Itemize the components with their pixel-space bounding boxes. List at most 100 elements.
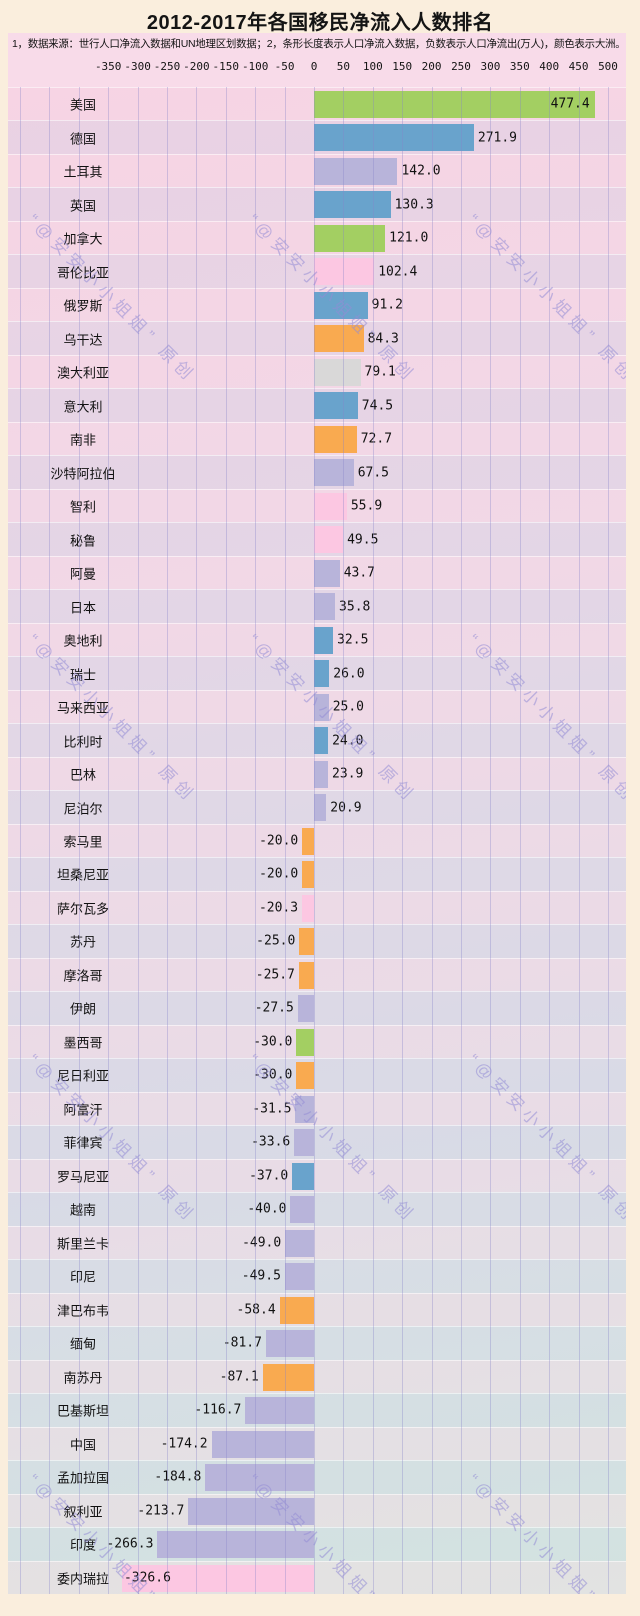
value-label: 20.9 [330,800,362,815]
value-label: -20.0 [259,833,299,849]
bar [314,526,344,554]
country-label: 智利 [69,499,96,515]
value-label: -58.4 [236,1302,276,1318]
x-axis-tick: 450 [568,60,589,73]
table-row: 萨尔瓦多 -20.3 [8,890,626,925]
value-label: -87.1 [219,1369,259,1385]
bar [314,660,330,688]
x-axis-tick: 100 [362,60,383,73]
value-label: -20.0 [259,866,299,882]
country-label: 斯里兰卡 [56,1236,109,1252]
value-label: -266.3 [106,1536,154,1552]
country-label: 菲律宾 [63,1135,103,1151]
country-label: 阿曼 [69,566,96,582]
table-row: 哥伦比亚 102.4 [8,254,626,288]
country-label: 秘鲁 [69,533,96,549]
value-label: 23.9 [332,766,364,782]
table-row: 比利时 24.0 [8,723,626,757]
country-label: 委内瑞拉 [56,1571,109,1587]
table-row: 阿曼 43.7 [8,555,626,590]
bar [314,191,391,219]
value-label: 84.3 [367,331,399,347]
bar [314,124,474,152]
country-label: 沙特阿拉伯 [50,466,116,482]
value-label: 55.9 [350,498,383,514]
bar [299,928,314,956]
table-row: 委内瑞拉 -326.6 [8,1560,626,1594]
x-axis-tick: 400 [539,60,560,73]
value-label: 102.4 [378,264,418,280]
bar [314,91,595,118]
x-axis-tick: -100 [241,60,269,73]
country-label: 奥地利 [63,633,103,649]
country-label: 土耳其 [63,164,103,180]
bar [296,1028,314,1056]
country-label: 南非 [69,432,96,448]
table-row: 叙利亚 -213.7 [8,1493,626,1528]
country-label: 尼泊尔 [63,801,103,816]
bar [302,861,314,889]
bar [295,1095,314,1123]
country-label: 索马里 [63,834,103,850]
table-row: 加拿大 121.0 [8,220,626,255]
bar [188,1497,314,1525]
country-label: 墨西哥 [63,1035,103,1051]
table-row: 意大利 74.5 [8,388,626,422]
country-label: 巴林 [69,767,96,783]
table-row: 日本 35.8 [8,589,626,623]
bar [297,995,314,1023]
chart-panel: 1，数据来源：世行人口净流入数据和UN地理区划数据；2，条形长度表示人口净流入数… [8,33,626,1594]
value-label: -25.7 [255,967,295,983]
value-label: -213.7 [137,1503,185,1519]
value-label: 26.0 [333,666,365,682]
country-label: 尼日利亚 [56,1068,109,1084]
table-row: 罗马尼亚 -37.0 [8,1158,626,1193]
value-label: -25.0 [256,933,296,949]
value-label: 72.7 [360,431,393,447]
country-label: 伊朗 [69,1001,96,1017]
value-label: -174.2 [160,1436,208,1452]
table-row: 尼日利亚 -30.0 [8,1058,626,1092]
bar [294,1129,314,1157]
table-row: 南非 72.7 [8,421,626,456]
table-row: 秘鲁 49.5 [8,522,626,556]
bar [314,392,358,420]
bar-rows-area: 美国 477.4 德国 271.9 土耳其 142.0 英国 130.3 加拿大 121.0 哥伦比… [8,87,626,1594]
country-label: 越南 [69,1202,96,1218]
bar [314,459,354,487]
table-row: 土耳其 142.0 [8,153,626,188]
bar [205,1464,314,1492]
bar [314,593,336,621]
table-row: 德国 271.9 [8,120,626,154]
page-title: 2012-2017年各国移民净流入人数排名 [146,12,494,34]
value-label: 477.4 [550,96,590,112]
value-label: 43.7 [343,565,375,581]
value-label: 32.5 [337,632,369,648]
bar [285,1229,314,1257]
table-row: 智利 55.9 [8,488,626,523]
country-label: 苏丹 [69,934,96,950]
bar [265,1330,314,1358]
value-label: 24.0 [332,733,364,749]
country-label: 缅甸 [69,1336,96,1352]
x-axis-tick: 50 [336,60,351,73]
country-label: 英国 [69,198,96,214]
country-label: 印度 [69,1537,96,1553]
country-label: 意大利 [63,399,103,415]
value-label: 121.0 [389,230,429,246]
value-label: -184.8 [154,1469,202,1485]
value-label: 142.0 [401,163,441,179]
bar [314,325,364,353]
table-row: 巴基斯坦 -116.7 [8,1393,626,1427]
country-label: 比利时 [63,734,103,750]
table-row: 印度 -266.3 [8,1527,626,1561]
country-label: 乌干达 [63,332,103,348]
country-label: 印尼 [69,1269,96,1285]
table-row: 俄罗斯 91.2 [8,287,626,322]
table-row: 乌干达 84.3 [8,321,626,355]
table-row: 孟加拉国 -184.8 [8,1460,626,1494]
country-label: 罗马尼亚 [56,1169,109,1185]
value-label: -27.5 [254,1000,294,1016]
table-row: 墨西哥 -30.0 [8,1024,626,1059]
x-axis-tick: -200 [183,60,210,73]
